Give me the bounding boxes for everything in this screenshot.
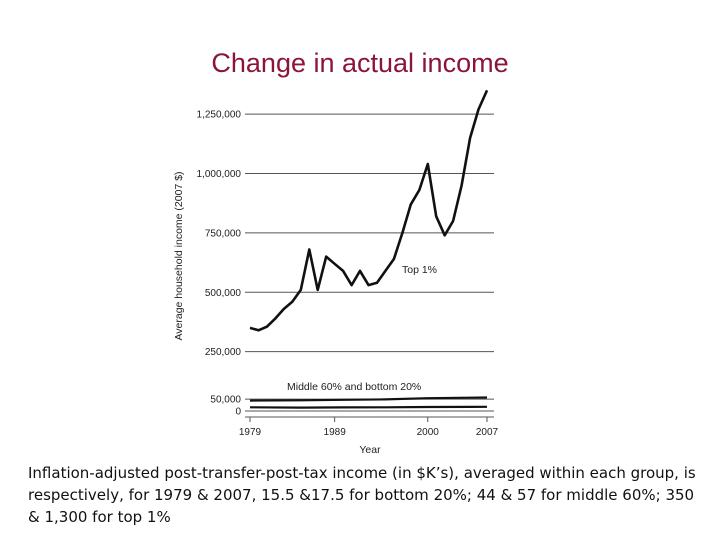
y-tick-label: 750,000 <box>205 228 242 239</box>
y-tick-label: 50,000 <box>210 395 241 406</box>
series-line-middle-60- <box>249 396 488 402</box>
x-axis: 1979 1989 2000 2007 <box>239 416 499 438</box>
annotation-middle-bottom: Middle 60% and bottom 20% <box>287 381 421 393</box>
chart-svg: 050,000 250,000 500,000 750,000 1,000,000 1,2… <box>173 89 499 456</box>
y-tick-label: 0 <box>235 407 241 418</box>
series-lines <box>249 89 489 409</box>
y-tick-labels: 050,000 250,000 500,000 750,000 1,000,000 1,2… <box>197 110 242 418</box>
chart-title: Change in actual income <box>211 48 509 78</box>
y-tick-label: 500,000 <box>205 288 242 299</box>
series-line-bottom-20- <box>249 405 488 409</box>
x-tick-label: 1979 <box>239 427 262 438</box>
annotation-top-1: Top 1% <box>402 264 437 276</box>
x-tick-label: 2000 <box>417 427 440 438</box>
x-tick-label: 2007 <box>476 427 499 438</box>
caption-text: Inflation-adjusted post-transfer-post-ta… <box>28 464 696 526</box>
x-axis-label: Year <box>359 444 381 456</box>
y-tick-label: 1,250,000 <box>197 110 242 121</box>
y-axis-label: Average household income (2007 $) <box>173 171 185 340</box>
series-line-top-1- <box>249 89 489 332</box>
y-tick-label: 250,000 <box>205 347 242 358</box>
y-tick-label: 1,000,000 <box>197 169 242 180</box>
x-tick-label: 1989 <box>324 427 347 438</box>
gridlines <box>245 113 494 412</box>
